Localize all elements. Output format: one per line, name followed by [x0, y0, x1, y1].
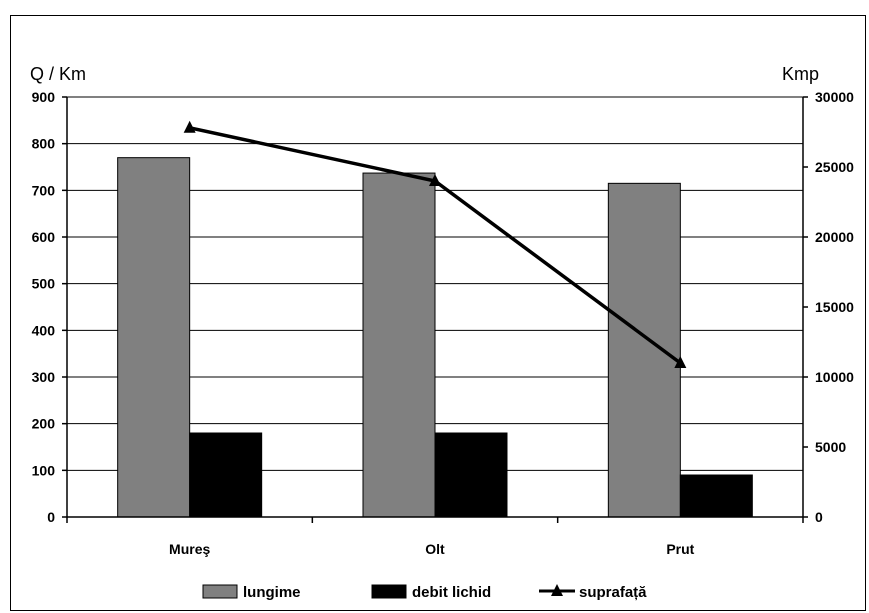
y2-tick-label: 5000 — [815, 439, 846, 455]
y-tick-label: 600 — [32, 229, 56, 245]
bars — [117, 157, 753, 518]
line-point-1 — [429, 174, 441, 186]
line-point-2 — [674, 356, 687, 368]
y-tick-label: 900 — [32, 89, 56, 105]
y2-tick-label: 25000 — [815, 159, 854, 175]
area-line-series — [183, 120, 687, 368]
y-tick-label: 400 — [32, 322, 56, 338]
x-tick-label: Olt — [425, 541, 445, 557]
axes: 0 100 200 300 400 500 600 700 800 900 0 5000 10000 15… — [32, 89, 855, 557]
bar-lungime-2 — [607, 182, 681, 518]
legend: lungime debit lichid suprafață — [202, 584, 647, 601]
y-tick-label: 500 — [32, 276, 56, 292]
y-tick-label: 100 — [32, 462, 56, 478]
y2-tick-label: 0 — [815, 509, 823, 525]
bar-lungime-0 — [117, 157, 191, 518]
y-tick-label: 0 — [47, 509, 55, 525]
bar-debit-lichid-2 — [679, 474, 753, 518]
legend-label-0: lungime — [243, 584, 301, 601]
legend-swatch-0 — [202, 584, 238, 599]
y-tick-label: 800 — [32, 136, 56, 152]
legend-marker-2 — [551, 584, 563, 596]
y2-tick-label: 15000 — [815, 299, 854, 315]
y-axis-title: Q / Km — [30, 64, 86, 84]
y-tick-label: 700 — [32, 182, 56, 198]
y2-axis-title: Kmp — [782, 64, 819, 84]
legend-label-1: debit lichid — [412, 584, 491, 601]
y2-tick-label: 30000 — [815, 89, 854, 105]
legend-label-2: suprafață — [579, 584, 647, 601]
bar-lungime-1 — [362, 172, 436, 518]
y2-tick-label: 20000 — [815, 229, 854, 245]
chart-frame — [10, 15, 866, 611]
line-point-0 — [183, 120, 196, 133]
bar-debit-lichid-0 — [189, 432, 263, 518]
y-tick-label: 300 — [32, 369, 56, 385]
bar-debit-lichid-1 — [434, 432, 508, 518]
y2-tick-label: 10000 — [815, 369, 854, 385]
x-tick-label: Mureş — [169, 541, 210, 557]
x-tick-label: Prut — [666, 541, 694, 557]
y-tick-label: 200 — [32, 416, 56, 432]
legend-swatch-1 — [371, 584, 407, 599]
